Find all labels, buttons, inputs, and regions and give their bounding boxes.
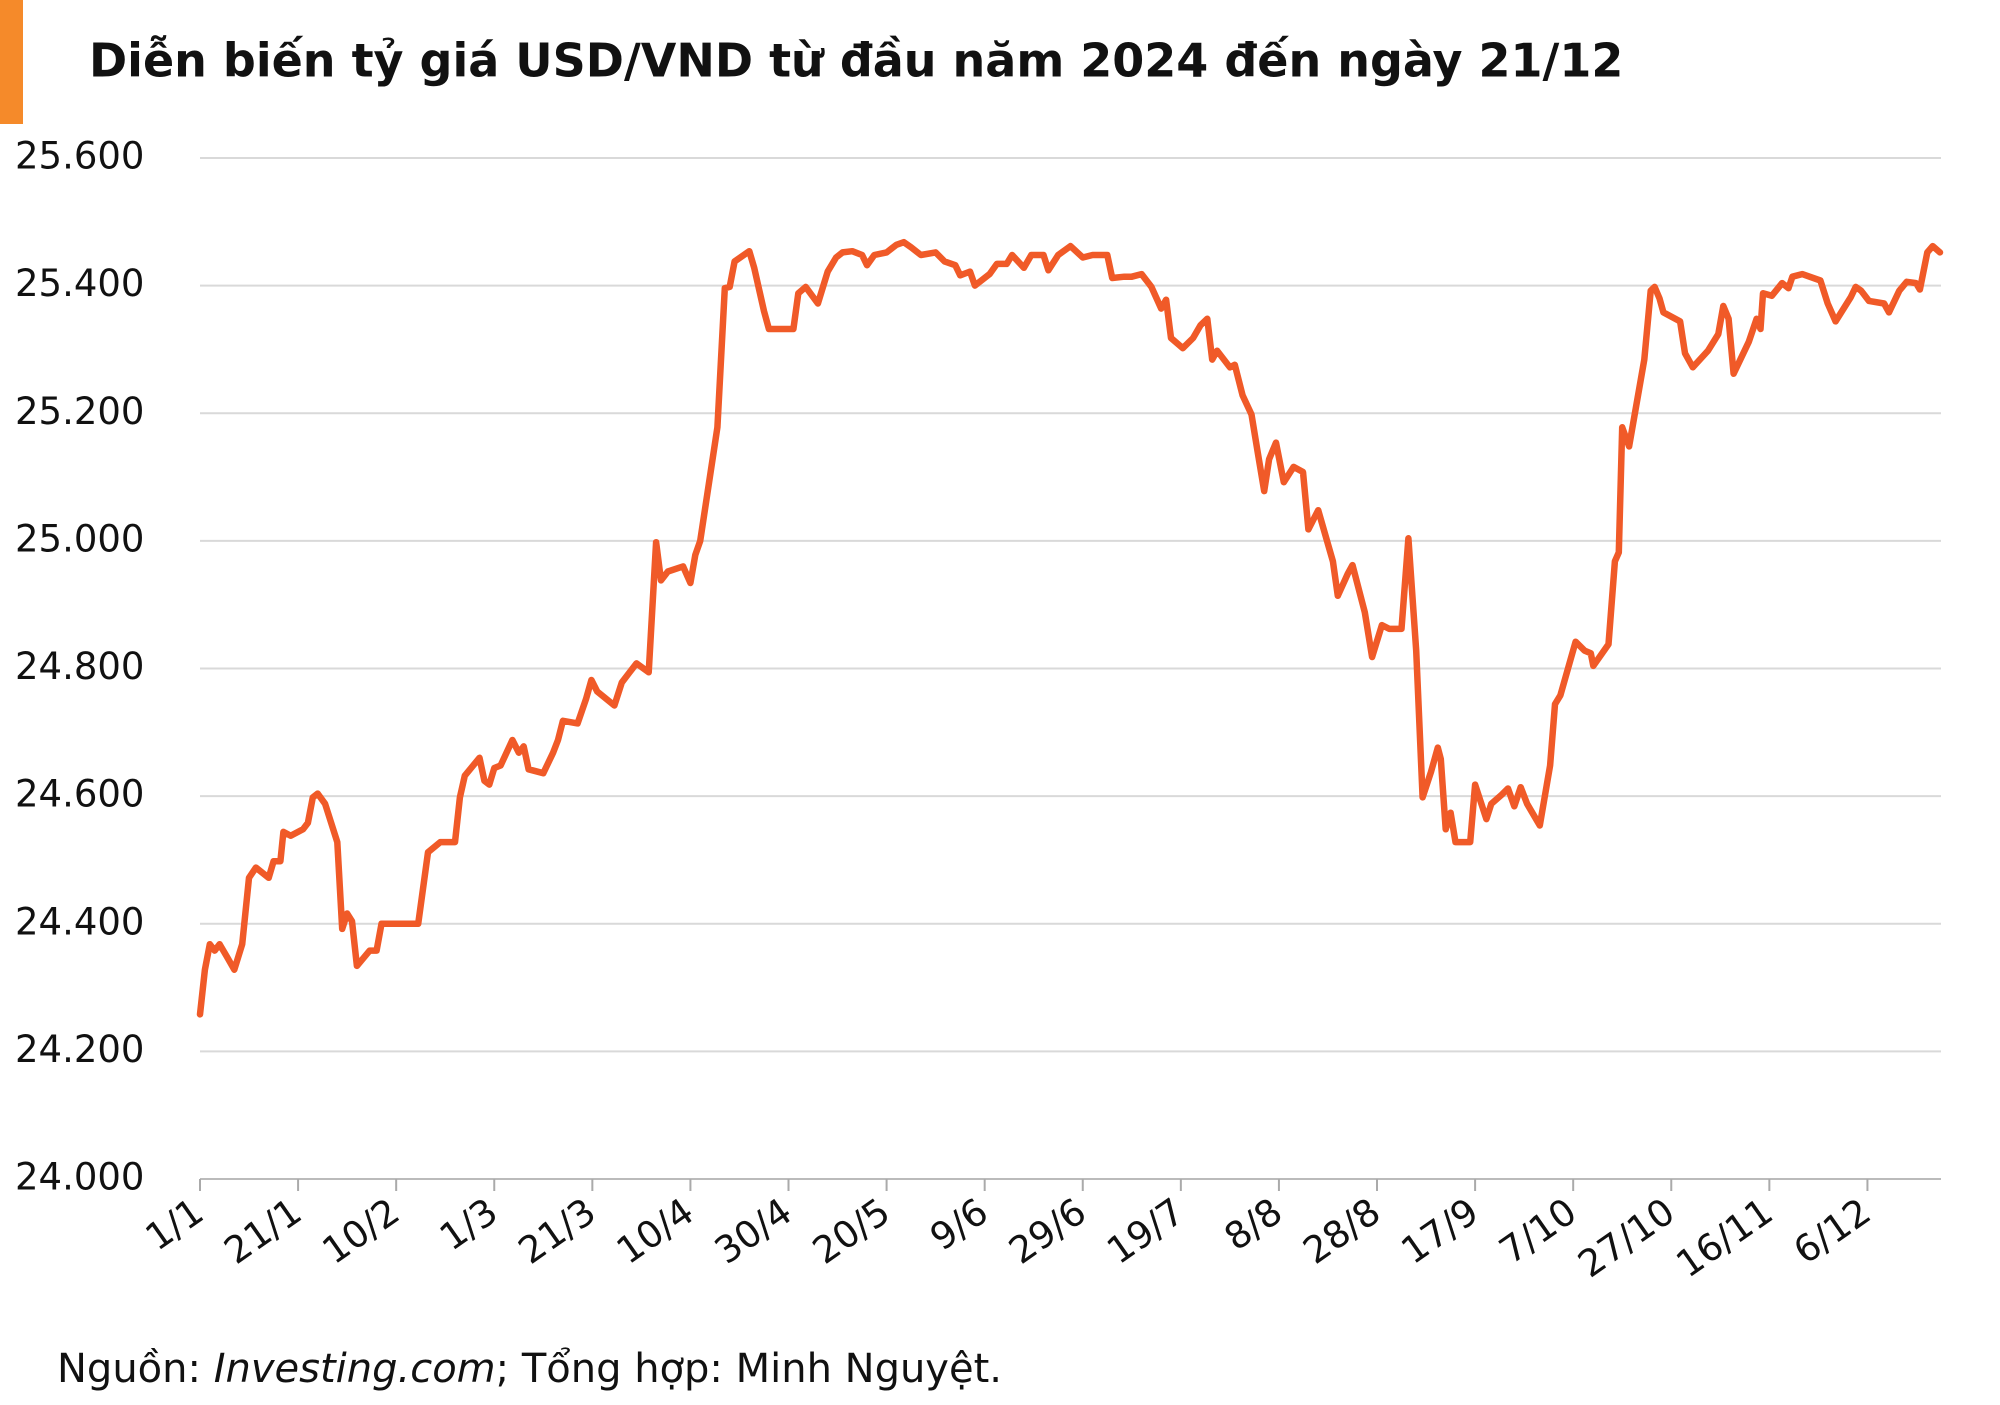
x-tick-label: 6/12 (1786, 1190, 1879, 1273)
x-tick-label: 8/8 (1217, 1190, 1290, 1259)
x-tick-label: 29/6 (1001, 1190, 1094, 1273)
y-tick-label: 24.800 (15, 645, 144, 688)
x-tick-label: 20/5 (805, 1190, 898, 1273)
x-tick-label: 7/10 (1492, 1190, 1585, 1273)
x-tick-label: 1/1 (138, 1190, 211, 1259)
y-tick-label: 25.200 (15, 390, 144, 433)
x-tick-label: 17/9 (1394, 1190, 1487, 1273)
x-tick-label: 27/10 (1570, 1190, 1682, 1286)
source-prefix: Nguồn: (57, 1346, 214, 1392)
x-tick-label: 21/3 (511, 1190, 604, 1273)
y-tick-label: 24.000 (15, 1156, 144, 1199)
x-tick-label: 30/4 (707, 1190, 800, 1273)
x-tick-label: 21/1 (217, 1190, 310, 1273)
y-tick-label: 25.000 (15, 517, 144, 560)
x-tick-label: 16/11 (1669, 1190, 1781, 1286)
x-tick-label: 1/3 (432, 1190, 505, 1259)
x-tick-label: 19/7 (1099, 1190, 1192, 1273)
y-tick-label: 24.600 (15, 773, 144, 816)
data-line (196, 238, 1944, 1018)
source-site: Investing.com (213, 1346, 496, 1392)
y-tick-label: 25.400 (15, 262, 144, 305)
chart-title: Diễn biến tỷ giá USD/VND từ đầu năm 2024… (89, 34, 1623, 88)
y-tick-label: 24.200 (15, 1028, 144, 1071)
source-note: Nguồn: Investing.com; Tổng hợp: Minh Ngu… (57, 1346, 1002, 1392)
y-tick-label: 25.600 (15, 135, 144, 178)
title-accent (0, 0, 23, 124)
x-tick-label: 28/8 (1295, 1190, 1388, 1273)
x-tick-label: 10/4 (609, 1190, 702, 1273)
y-tick-label: 24.400 (15, 900, 144, 943)
x-tick-label: 9/6 (922, 1190, 995, 1259)
source-suffix: ; Tổng hợp: Minh Nguyệt. (495, 1346, 1002, 1392)
x-tick-label: 10/2 (315, 1190, 408, 1273)
chart: Diễn biến tỷ giá USD/VND từ đầu năm 2024… (0, 0, 1944, 1286)
